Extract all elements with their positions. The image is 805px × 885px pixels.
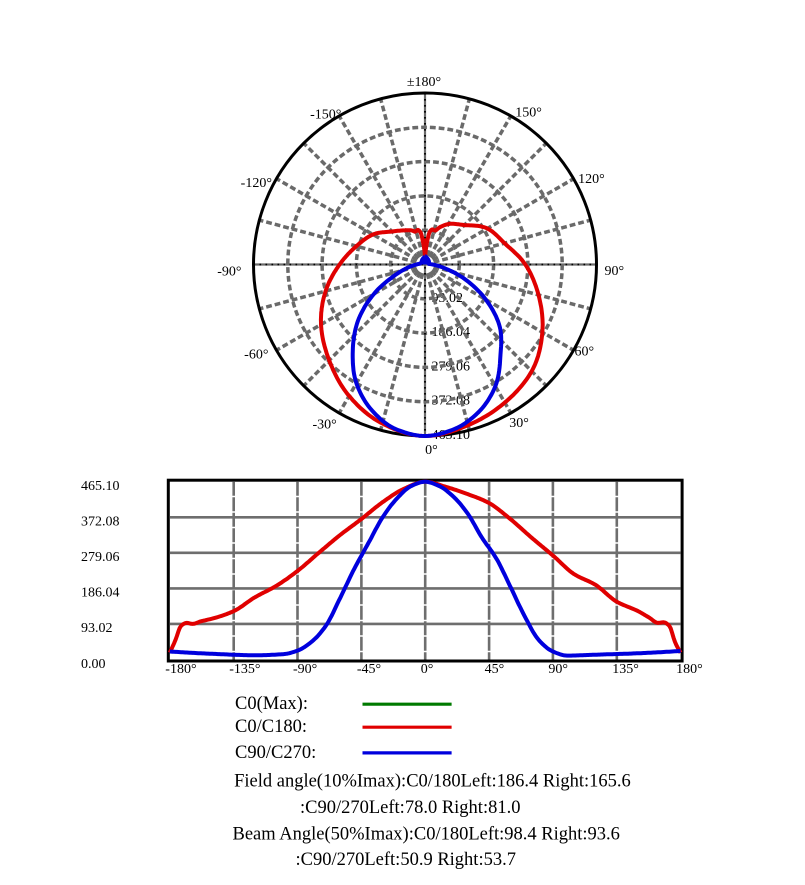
svg-text:-30°: -30° xyxy=(312,418,336,433)
svg-text:180°: 180° xyxy=(676,662,703,677)
svg-text:372.08: 372.08 xyxy=(81,515,120,530)
svg-text:465.10: 465.10 xyxy=(81,479,120,494)
svg-text:150°: 150° xyxy=(515,105,542,120)
svg-text:C90/C270:: C90/C270: xyxy=(235,743,316,763)
svg-text::C90/270Left:50.9 Right:53.7: :C90/270Left:50.9 Right:53.7 xyxy=(296,850,516,870)
svg-text:C0/C180:: C0/C180: xyxy=(235,717,307,737)
svg-text:C0(Max):: C0(Max): xyxy=(235,694,308,714)
svg-text:279.06: 279.06 xyxy=(432,359,471,374)
svg-text:-120°: -120° xyxy=(241,176,272,191)
svg-text:93.02: 93.02 xyxy=(81,621,113,636)
svg-text:90°: 90° xyxy=(548,662,568,677)
svg-text:135°: 135° xyxy=(612,662,639,677)
svg-text:120°: 120° xyxy=(578,172,605,187)
svg-text:30°: 30° xyxy=(509,416,529,431)
svg-text:-90°: -90° xyxy=(217,265,241,280)
svg-text:60°: 60° xyxy=(574,345,594,360)
svg-text:-90°: -90° xyxy=(293,662,317,677)
svg-text:90°: 90° xyxy=(604,264,624,279)
svg-text:279.06: 279.06 xyxy=(81,550,120,565)
svg-text:-150°: -150° xyxy=(310,107,341,122)
svg-text:-60°: -60° xyxy=(244,348,268,363)
svg-text:Field angle(10%Imax):C0/180Lef: Field angle(10%Imax):C0/180Left:186.4 Ri… xyxy=(234,772,631,792)
svg-text::C90/270Left:78.0 Right:81.0: :C90/270Left:78.0 Right:81.0 xyxy=(300,798,520,818)
svg-text:0°: 0° xyxy=(421,662,434,677)
svg-text:0.00: 0.00 xyxy=(81,657,106,672)
svg-text:-180°: -180° xyxy=(165,662,196,677)
svg-text:0°: 0° xyxy=(425,443,438,458)
svg-text:45°: 45° xyxy=(485,662,505,677)
svg-text:186.04: 186.04 xyxy=(81,586,120,601)
svg-text:-135°: -135° xyxy=(229,662,260,677)
svg-text:Beam Angle(50%Imax):C0/180Left: Beam Angle(50%Imax):C0/180Left:98.4 Righ… xyxy=(233,825,620,845)
svg-text:±180°: ±180° xyxy=(407,75,441,90)
svg-text:-45°: -45° xyxy=(357,662,381,677)
